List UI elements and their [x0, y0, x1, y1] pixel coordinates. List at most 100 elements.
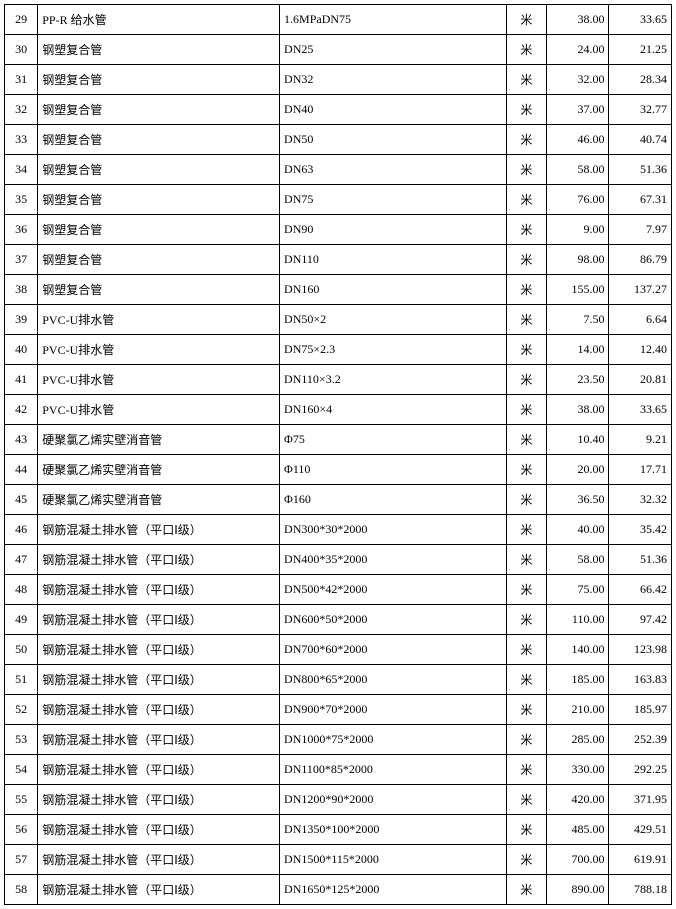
cell-spec: DN32 — [280, 65, 507, 95]
cell-price2: 32.77 — [609, 95, 672, 125]
cell-name: PVC-U排水管 — [38, 365, 280, 395]
cell-name: 钢塑复合管 — [38, 95, 280, 125]
cell-price1: 32.00 — [547, 65, 609, 95]
cell-unit: 米 — [506, 515, 546, 545]
cell-price2: 292.25 — [609, 755, 672, 785]
cell-price2: 619.91 — [609, 845, 672, 875]
cell-name: 钢塑复合管 — [38, 125, 280, 155]
cell-spec: Φ75 — [280, 425, 507, 455]
cell-index: 33 — [5, 125, 38, 155]
cell-spec: Φ160 — [280, 485, 507, 515]
table-body: 29PP-R 给水管1.6MPaDN75米38.0033.6530钢塑复合管DN… — [5, 5, 672, 905]
cell-price2: 21.25 — [609, 35, 672, 65]
cell-name: 钢塑复合管 — [38, 275, 280, 305]
cell-price1: 40.00 — [547, 515, 609, 545]
cell-name: 钢塑复合管 — [38, 245, 280, 275]
cell-price1: 9.00 — [547, 215, 609, 245]
cell-spec: DN500*42*2000 — [280, 575, 507, 605]
cell-price2: 9.21 — [609, 425, 672, 455]
cell-name: 钢筋混凝土排水管（平口Ⅰ级） — [38, 575, 280, 605]
cell-unit: 米 — [506, 635, 546, 665]
table-row: 53钢筋混凝土排水管（平口Ⅰ级）DN1000*75*2000米285.00252… — [5, 725, 672, 755]
cell-price2: 32.32 — [609, 485, 672, 515]
cell-index: 51 — [5, 665, 38, 695]
cell-spec: DN90 — [280, 215, 507, 245]
cell-unit: 米 — [506, 155, 546, 185]
cell-spec: DN1350*100*2000 — [280, 815, 507, 845]
cell-name: 钢筋混凝土排水管（平口Ⅰ级） — [38, 695, 280, 725]
cell-index: 47 — [5, 545, 38, 575]
cell-price1: 38.00 — [547, 395, 609, 425]
cell-unit: 米 — [506, 815, 546, 845]
table-row: 38钢塑复合管DN160米155.00137.27 — [5, 275, 672, 305]
cell-spec: DN40 — [280, 95, 507, 125]
cell-index: 55 — [5, 785, 38, 815]
cell-unit: 米 — [506, 665, 546, 695]
cell-name: 钢塑复合管 — [38, 65, 280, 95]
cell-price1: 485.00 — [547, 815, 609, 845]
cell-price1: 37.00 — [547, 95, 609, 125]
cell-unit: 米 — [506, 5, 546, 35]
cell-unit: 米 — [506, 875, 546, 905]
cell-price2: 17.71 — [609, 455, 672, 485]
cell-unit: 米 — [506, 275, 546, 305]
cell-price2: 788.18 — [609, 875, 672, 905]
table-row: 31钢塑复合管DN32米32.0028.34 — [5, 65, 672, 95]
cell-spec: DN63 — [280, 155, 507, 185]
cell-price1: 420.00 — [547, 785, 609, 815]
cell-spec: DN400*35*2000 — [280, 545, 507, 575]
cell-name: 钢筋混凝土排水管（平口Ⅰ级） — [38, 755, 280, 785]
cell-price2: 252.39 — [609, 725, 672, 755]
cell-index: 31 — [5, 65, 38, 95]
table-row: 54钢筋混凝土排水管（平口Ⅰ级）DN1100*85*2000米330.00292… — [5, 755, 672, 785]
cell-price2: 97.42 — [609, 605, 672, 635]
cell-price2: 40.74 — [609, 125, 672, 155]
cell-spec: DN300*30*2000 — [280, 515, 507, 545]
cell-spec: DN1100*85*2000 — [280, 755, 507, 785]
cell-index: 36 — [5, 215, 38, 245]
cell-spec: DN900*70*2000 — [280, 695, 507, 725]
table-row: 45硬聚氯乙烯实壁消音管Φ160米36.5032.32 — [5, 485, 672, 515]
cell-index: 53 — [5, 725, 38, 755]
cell-name: 钢筋混凝土排水管（平口Ⅰ级） — [38, 605, 280, 635]
table-row: 56钢筋混凝土排水管（平口Ⅰ级）DN1350*100*2000米485.0042… — [5, 815, 672, 845]
table-row: 47钢筋混凝土排水管（平口Ⅰ级）DN400*35*2000米58.0051.36 — [5, 545, 672, 575]
cell-name: 硬聚氯乙烯实壁消音管 — [38, 455, 280, 485]
table-row: 40PVC-U排水管DN75×2.3米14.0012.40 — [5, 335, 672, 365]
cell-price1: 14.00 — [547, 335, 609, 365]
cell-index: 56 — [5, 815, 38, 845]
table-row: 55钢筋混凝土排水管（平口Ⅰ级）DN1200*90*2000米420.00371… — [5, 785, 672, 815]
table-row: 42PVC-U排水管DN160×4米38.0033.65 — [5, 395, 672, 425]
cell-price2: 185.97 — [609, 695, 672, 725]
cell-unit: 米 — [506, 425, 546, 455]
cell-spec: 1.6MPaDN75 — [280, 5, 507, 35]
cell-price2: 163.83 — [609, 665, 672, 695]
cell-price2: 28.34 — [609, 65, 672, 95]
cell-spec: DN25 — [280, 35, 507, 65]
cell-price1: 110.00 — [547, 605, 609, 635]
cell-unit: 米 — [506, 125, 546, 155]
cell-price1: 23.50 — [547, 365, 609, 395]
cell-index: 48 — [5, 575, 38, 605]
cell-unit: 米 — [506, 695, 546, 725]
cell-price1: 75.00 — [547, 575, 609, 605]
cell-spec: DN110×3.2 — [280, 365, 507, 395]
cell-price1: 36.50 — [547, 485, 609, 515]
cell-price2: 51.36 — [609, 155, 672, 185]
cell-price2: 33.65 — [609, 5, 672, 35]
cell-unit: 米 — [506, 185, 546, 215]
cell-index: 32 — [5, 95, 38, 125]
cell-spec: DN160 — [280, 275, 507, 305]
table-row: 33钢塑复合管DN50米46.0040.74 — [5, 125, 672, 155]
cell-price1: 58.00 — [547, 545, 609, 575]
cell-price2: 371.95 — [609, 785, 672, 815]
table-row: 41PVC-U排水管DN110×3.2米23.5020.81 — [5, 365, 672, 395]
cell-index: 39 — [5, 305, 38, 335]
cell-unit: 米 — [506, 365, 546, 395]
cell-unit: 米 — [506, 65, 546, 95]
cell-name: PVC-U排水管 — [38, 305, 280, 335]
cell-unit: 米 — [506, 395, 546, 425]
cell-index: 54 — [5, 755, 38, 785]
cell-price1: 140.00 — [547, 635, 609, 665]
cell-name: 钢塑复合管 — [38, 215, 280, 245]
